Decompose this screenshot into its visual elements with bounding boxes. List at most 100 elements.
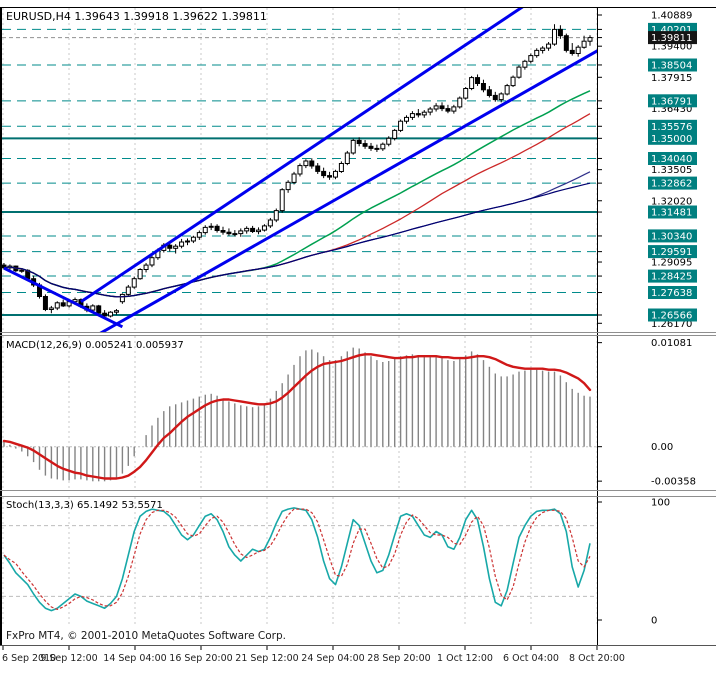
- macd-axis-label: -0.00358: [651, 477, 696, 488]
- candle-body: [125, 286, 131, 295]
- candle-body: [167, 244, 173, 249]
- price-level-label-box: [648, 286, 697, 299]
- candle-body: [273, 210, 279, 221]
- candle-body: [321, 170, 327, 177]
- candle-body: [279, 189, 285, 212]
- candle-body: [42, 296, 48, 310]
- pane-separator-2[interactable]: [0, 489, 716, 498]
- candle-body: [214, 225, 220, 232]
- price-level-label-box: [648, 245, 697, 259]
- price-axis[interactable]: 1.40889 1.39400 1.37915 1.36430 1.33505 1.320…: [598, 11, 697, 330]
- macd-axis-label: 0.01081: [651, 338, 692, 349]
- candle-body: [380, 143, 386, 150]
- interactive-regions[interactable]: [0, 7, 716, 673]
- candle-body: [386, 137, 392, 145]
- candle-body: [486, 89, 492, 97]
- stoch-pane[interactable]: [0, 497, 597, 645]
- price-axis-area[interactable]: [598, 7, 716, 645]
- candle-body: [404, 116, 410, 122]
- price-level-label: 1.38504: [651, 61, 692, 72]
- price-level-label: 1.35576: [651, 122, 692, 133]
- candle-body: [368, 145, 374, 149]
- price-level-label-box: [648, 131, 697, 145]
- candle-body: [297, 165, 303, 175]
- price-level-label-box: [648, 308, 697, 322]
- candle-body: [480, 83, 486, 91]
- candle-body: [563, 35, 569, 51]
- time-axis[interactable]: 6 Sep 20109 Sep 12:00 14 Sep 04:0016 Sep …: [2, 646, 625, 664]
- stoch-axis-label: 0: [651, 616, 657, 627]
- time-tick-label: 14 Sep 04:00: [103, 653, 166, 664]
- stoch-plot[interactable]: [2, 507, 597, 612]
- candle-body: [534, 49, 540, 57]
- indicator-axis[interactable]: 0.01081 0.00 -0.00358 100 0: [598, 338, 696, 627]
- candle-body: [179, 241, 185, 247]
- candle-body: [427, 108, 433, 113]
- candle-body: [409, 113, 415, 118]
- candle-body: [90, 305, 96, 311]
- candle-body: [244, 227, 250, 232]
- price-tick-label: 1.36430: [651, 104, 692, 115]
- pane-separator-1[interactable]: [0, 331, 716, 337]
- candle-body: [356, 139, 362, 144]
- current-price-label: 1.39811: [651, 33, 692, 44]
- macd-signal-line: [2, 353, 592, 480]
- candle-body: [149, 257, 155, 266]
- candle-body: [475, 77, 481, 84]
- candle-body: [250, 227, 256, 232]
- time-tick-label: 21 Sep 12:00: [235, 653, 298, 664]
- grid: [2, 8, 598, 625]
- trendline: [3, 266, 124, 329]
- trendline: [80, 8, 524, 303]
- candle-body: [510, 76, 516, 87]
- price-tick-label: 1.26170: [651, 319, 692, 330]
- candle-body: [551, 28, 557, 45]
- price-level-label: 1.32862: [651, 179, 692, 190]
- candle-body: [540, 47, 546, 51]
- moving-average-100: [3, 182, 591, 298]
- price-level-label: 1.40201: [651, 25, 692, 36]
- candle-body: [119, 293, 125, 303]
- candle-body: [267, 219, 273, 227]
- price-level-label: 1.30340: [651, 231, 692, 242]
- candle-body: [451, 106, 457, 112]
- candle-body: [463, 88, 469, 99]
- price-level-label: 1.35000: [651, 134, 692, 145]
- candle-body: [504, 85, 510, 95]
- price-level-label-box: [648, 94, 697, 108]
- price-level-label-box: [648, 176, 697, 190]
- price-level-label-box: [648, 58, 697, 72]
- stoch-signal-line: [3, 508, 591, 611]
- candle-body: [2, 264, 7, 269]
- time-tick-label: 24 Sep 04:00: [301, 653, 364, 664]
- macd-pane[interactable]: [0, 336, 597, 490]
- candle-body: [587, 37, 593, 42]
- trend-channel[interactable]: [3, 5, 602, 334]
- candle-body: [575, 46, 581, 55]
- candle-body: [96, 305, 102, 314]
- time-tick-label: 28 Sep 20:00: [367, 653, 430, 664]
- candle-body: [315, 165, 321, 172]
- candle-body: [131, 278, 137, 288]
- candle-body: [113, 310, 119, 313]
- candles[interactable]: [2, 24, 593, 318]
- candle-body: [173, 245, 179, 249]
- candle-body: [202, 226, 208, 234]
- candle-body: [220, 230, 226, 233]
- price-tick-label: 1.37915: [651, 73, 692, 84]
- time-tick-label: 9 Sep 12:00: [40, 653, 97, 664]
- candle-body: [309, 160, 315, 167]
- candle-body: [398, 120, 404, 131]
- price-tick-label: 1.39400: [651, 42, 692, 53]
- candle-body: [457, 97, 463, 108]
- candle-body: [303, 160, 309, 167]
- macd-plot[interactable]: [2, 347, 597, 482]
- time-axis-area[interactable]: [0, 646, 716, 673]
- main-chart-area[interactable]: [0, 8, 597, 332]
- candle-body: [54, 302, 60, 309]
- time-tick-label: 8 Oct 20:00: [569, 653, 625, 664]
- candle-body: [421, 111, 427, 116]
- candle-body: [143, 264, 149, 271]
- price-level-label: 1.28425: [651, 272, 692, 283]
